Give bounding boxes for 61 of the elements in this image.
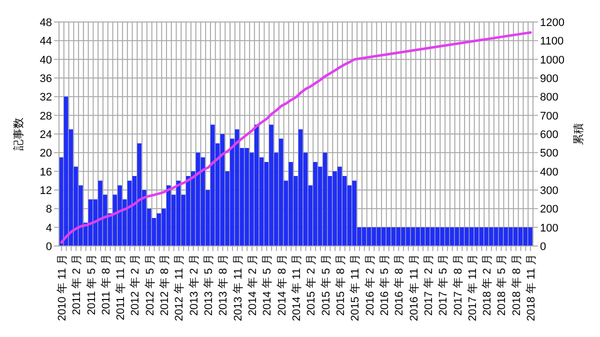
x-tick-label: 2018 年 5 月 [496,254,508,316]
y-tick-label: 40 [40,54,52,66]
y-axis-title: 記事数 [12,118,25,150]
x-tick-label: 2011 年 2 月 [71,254,84,315]
y2-tick-label: 700 [540,110,558,122]
x-tick-label: 2011 年 5 月 [86,254,98,315]
x-tick-label: 2010 年 11 月 [56,254,68,322]
y2-tick-label: 800 [540,92,558,104]
y2-tick-label: 1200 [540,17,564,29]
x-tick-label: 2016 年 8 月 [394,254,406,316]
y-tick-label: 48 [40,17,52,29]
y-tick-label: 4 [46,222,52,234]
y2-tick-label: 1100 [540,36,564,48]
y-tick-label: 32 [40,92,52,104]
y2-axis-title: 累積 [573,123,585,145]
x-tick-label: 2017 年 11 月 [466,254,479,322]
x-tick-label: 2013 年 2 月 [188,254,200,316]
x-tick-label: 2018 年 2 月 [482,254,494,316]
y2-tick-label: 900 [540,73,558,85]
x-tick-label: 2015 年 11 月 [350,254,362,322]
x-tick-label: 2013 年 8 月 [218,254,230,316]
y2-tick-label: 200 [540,204,558,216]
y2-tick-label: 1000 [540,54,564,66]
x-tick-label: 2015 年 8 月 [334,254,347,316]
x-tick-label: 2012 年 2 月 [130,254,142,316]
y-tick-label: 12 [40,185,52,197]
y-tick-label: 24 [40,129,52,141]
x-tick-label: 2017 年 8 月 [452,254,464,316]
y-tick-label: 8 [46,204,52,216]
x-tick-label: 2014 年 2 月 [247,254,260,316]
x-tick-label: 2016 年 11 月 [408,254,420,322]
y2-tick-label: 0 [540,241,546,253]
x-tick-label: 2012 年 11 月 [174,254,186,322]
x-tick-label: 2014 年 8 月 [276,254,288,316]
y2-tick-label: 500 [540,148,558,160]
y-tick-label: 16 [40,166,52,178]
x-tick-label: 2012 年 8 月 [159,254,172,316]
x-tick-label: 2017 年 5 月 [438,254,450,316]
y2-tick-label: 300 [540,185,558,197]
x-tick-label: 2014 年 11 月 [291,254,303,322]
x-tick-label: 2016 年 2 月 [364,254,376,316]
y-tick-label: 44 [40,36,52,48]
x-tick-label: 2015 年 5 月 [320,254,332,316]
y2-tick-label: 100 [540,222,558,234]
x-tick-label: 2015 年 2 月 [306,254,318,316]
x-tick-label: 2012 年 5 月 [144,254,156,316]
y2-tick-label: 600 [540,129,558,141]
x-tick-label: 2011 年 8 月 [100,254,112,315]
x-tick-label: 2017 年 2 月 [422,254,435,316]
y2-tick-label: 400 [540,166,558,178]
x-tick-label: 2011 年 11 月 [115,254,128,320]
y-tick-label: 36 [40,73,52,85]
x-tick-label: 2013 年 5 月 [203,254,216,316]
x-tick-label: 2018 年 11 月 [526,254,538,322]
x-tick-label: 2014 年 5 月 [262,254,274,316]
x-tick-label: 2018 年 8 月 [510,254,523,316]
x-tick-label: 2013 年 11 月 [232,254,244,322]
y-tick-label: 0 [46,241,52,253]
y-tick-label: 28 [40,110,52,122]
x-tick-label: 2016 年 5 月 [378,254,391,316]
y-tick-label: 20 [40,148,52,160]
